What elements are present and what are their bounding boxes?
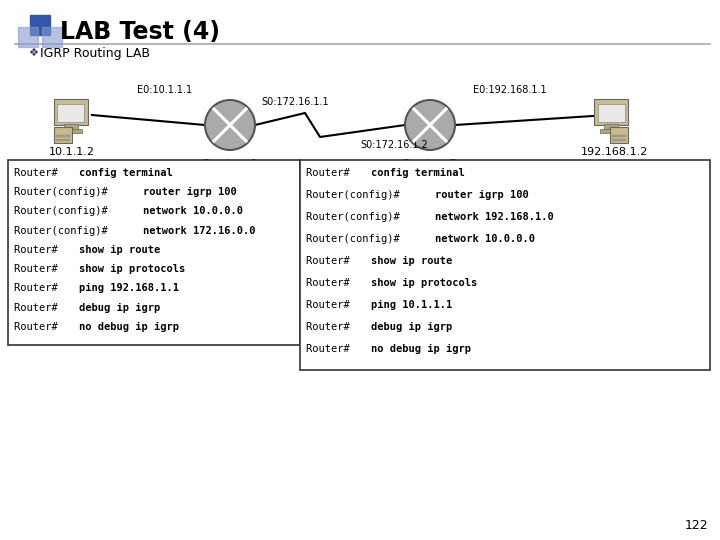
Bar	[604, 124, 618, 130]
Text: Router#: Router#	[14, 322, 64, 332]
Bar	[600, 129, 622, 133]
Text: S0:172.16.1.2: S0:172.16.1.2	[360, 140, 428, 150]
Text: debug ip igrp: debug ip igrp	[78, 302, 160, 313]
Bar	[54, 99, 88, 125]
Text: show ip route: show ip route	[371, 256, 451, 266]
FancyBboxPatch shape	[300, 160, 710, 370]
Circle shape	[205, 100, 255, 150]
Text: Router(config)#: Router(config)#	[306, 190, 406, 200]
Text: ping 192.168.1.1: ping 192.168.1.1	[78, 284, 179, 293]
Text: E0:192.168.1.1: E0:192.168.1.1	[473, 85, 546, 95]
Text: show ip protocols: show ip protocols	[371, 278, 477, 288]
Text: network 10.0.0.0: network 10.0.0.0	[435, 234, 535, 244]
Text: network 10.0.0.0: network 10.0.0.0	[143, 206, 243, 217]
Text: config terminal: config terminal	[78, 168, 172, 178]
Text: E0:10.1.1.1: E0:10.1.1.1	[138, 85, 192, 95]
Text: show ip route: show ip route	[78, 245, 160, 255]
Text: Router#: Router#	[14, 168, 64, 178]
Text: 10.1.1.2: 10.1.1.2	[49, 147, 95, 157]
Text: Router_B: Router_B	[402, 159, 458, 169]
Text: 122: 122	[685, 519, 708, 532]
Text: Router(config)#: Router(config)#	[306, 212, 406, 222]
Bar	[56, 135, 70, 137]
Text: config terminal: config terminal	[371, 168, 464, 178]
Circle shape	[405, 100, 455, 150]
Text: Router(config)#: Router(config)#	[14, 187, 114, 197]
Text: Router#: Router#	[306, 300, 356, 310]
Text: Router#: Router#	[14, 264, 64, 274]
Bar	[594, 99, 628, 125]
Text: Router_A: Router_A	[202, 159, 258, 169]
Bar	[57, 104, 84, 122]
Text: network 192.168.1.0: network 192.168.1.0	[435, 212, 554, 222]
Text: ❖: ❖	[28, 48, 38, 58]
Text: network 172.16.0.0: network 172.16.0.0	[143, 226, 256, 235]
Text: Router#: Router#	[306, 168, 356, 178]
Text: S0:172.16.1.1: S0:172.16.1.1	[261, 97, 329, 107]
Bar	[54, 127, 72, 143]
Text: Router#: Router#	[14, 245, 64, 255]
Text: LAB Test (4): LAB Test (4)	[60, 20, 220, 44]
Bar	[64, 124, 78, 130]
Text: show ip protocols: show ip protocols	[78, 264, 185, 274]
Bar	[30, 15, 50, 35]
Text: no debug ip igrp: no debug ip igrp	[371, 344, 470, 354]
Text: router igrp 100: router igrp 100	[435, 190, 528, 200]
Text: router igrp 100: router igrp 100	[143, 187, 237, 197]
Text: Router#: Router#	[306, 344, 356, 354]
Text: Router#: Router#	[14, 302, 64, 313]
FancyBboxPatch shape	[8, 160, 300, 345]
Bar	[42, 27, 62, 47]
Text: debug ip igrp: debug ip igrp	[371, 322, 451, 332]
Bar	[610, 127, 628, 143]
Text: Router#: Router#	[14, 284, 64, 293]
Text: 192.168.1.2: 192.168.1.2	[581, 147, 649, 157]
Text: Router(config)#: Router(config)#	[14, 206, 114, 217]
Bar	[612, 135, 626, 137]
Text: ping 10.1.1.1: ping 10.1.1.1	[371, 300, 451, 310]
Bar	[612, 139, 626, 141]
Text: IGRP Routing LAB: IGRP Routing LAB	[40, 46, 150, 59]
Bar	[598, 104, 625, 122]
Bar	[18, 27, 38, 47]
Text: Router(config)#: Router(config)#	[14, 226, 114, 235]
Text: Router#: Router#	[306, 278, 356, 288]
Bar	[56, 139, 70, 141]
Text: no debug ip igrp: no debug ip igrp	[78, 322, 179, 332]
Text: Router#: Router#	[306, 322, 356, 332]
Text: Router#: Router#	[306, 256, 356, 266]
Bar	[60, 129, 82, 133]
Text: Router(config)#: Router(config)#	[306, 234, 406, 244]
